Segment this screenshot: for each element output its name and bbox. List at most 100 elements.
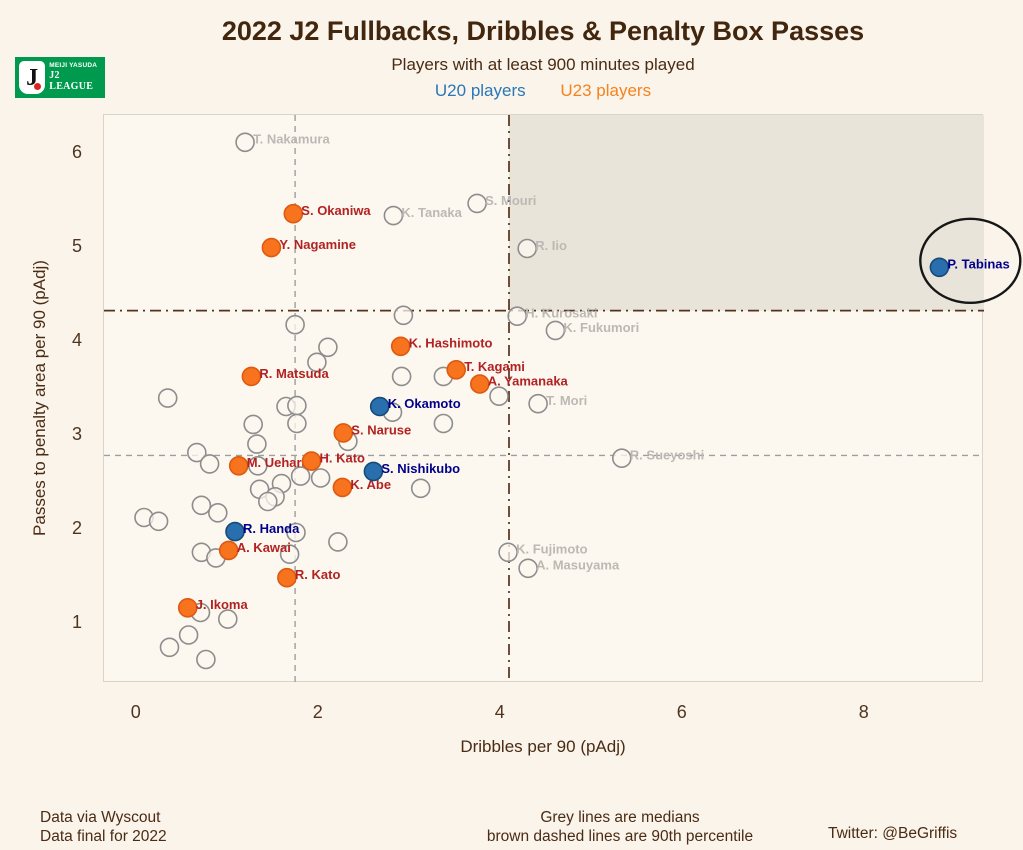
player-marker (196, 649, 216, 670)
legend-u23-players: U23 players (560, 81, 652, 100)
footer-source-line2: Data final for 2022 (40, 828, 167, 846)
player-marker (199, 454, 220, 474)
logo-line2: J2 LEAGUE (49, 69, 94, 93)
y-axis-title: Passes to penalty area per 90 (pAdj) (30, 260, 49, 536)
player-marker (611, 448, 632, 469)
player-label: R. Matsuda (259, 366, 329, 381)
player-marker (283, 203, 304, 224)
player-label: P. Tabinas (947, 257, 1009, 272)
footer-twitter: Twitter: @BeGriffis (828, 825, 958, 842)
player-marker (285, 314, 305, 335)
player-marker (390, 336, 411, 357)
player-label: M. Uehara (247, 455, 310, 470)
player-marker (469, 374, 490, 394)
x-axis-title: Dribbles per 90 (pAdj) (460, 737, 626, 756)
player-label: T. Mori (546, 393, 587, 408)
player-label: K. Fukumori (563, 320, 639, 335)
player-marker (328, 532, 348, 552)
player-marker (247, 434, 267, 454)
crest-red-dot-icon (34, 83, 42, 90)
player-label: S. Nishikubo (381, 461, 460, 476)
player-label: Y. Nagamine (279, 237, 356, 252)
y-tick-label: 5 (71, 235, 82, 256)
chart-title: 2022 J2 Fullbacks, Dribbles & Penalty Bo… (221, 16, 865, 46)
player-marker (148, 511, 169, 532)
footer-note-line2: brown dashed lines are 90th percentile (486, 828, 754, 846)
player-marker (318, 337, 338, 358)
player-marker (333, 423, 354, 443)
player-label: K. Abe (350, 477, 391, 492)
player-marker (433, 413, 454, 434)
logo-line1: MEIJI YASUDA (49, 62, 98, 70)
player-marker (467, 193, 487, 214)
player-label: T. Kagami (464, 359, 525, 374)
player-marker (228, 455, 249, 476)
logo-text: MEIJI YASUDA J2 LEAGUE (49, 62, 105, 92)
player-marker (332, 477, 353, 498)
y-tick-label: 1 (71, 611, 82, 632)
player-marker (208, 502, 228, 523)
player-label: R. Kato (295, 567, 341, 582)
legend-u20-players: U20 players (434, 81, 526, 100)
footer-source: Data via Wyscout Data final for 2022 (40, 808, 167, 847)
player-marker (277, 567, 297, 588)
player-marker (287, 395, 307, 416)
player-marker (528, 393, 548, 414)
highlight-circle-annotation (919, 217, 1022, 305)
player-marker (235, 132, 255, 153)
player-label: K. Tanaka (401, 205, 462, 220)
player-marker (363, 461, 384, 482)
player-marker (301, 451, 322, 471)
player-marker (177, 597, 198, 618)
player-marker (258, 491, 278, 512)
player-marker (393, 305, 414, 326)
player-marker (545, 320, 566, 341)
player-marker (261, 237, 282, 258)
y-tick-label: 3 (71, 423, 82, 444)
player-label: R. Iio (535, 238, 567, 253)
player-label: S. Okaniwa (301, 203, 371, 218)
player-label: A. Yamanaka (488, 373, 569, 388)
plot-svg: T. Nakamura K. Tanaka S. Mouri R. Iio H. Kur… (104, 115, 1022, 683)
player-marker (410, 478, 431, 499)
player-marker (191, 495, 212, 516)
player-marker (286, 522, 306, 543)
player-marker (187, 442, 207, 463)
player-label: R. Sueyoshi (630, 448, 704, 463)
plot-area: T. Nakamura K. Tanaka S. Mouri R. Iio H. Kur… (103, 114, 1022, 683)
player-marker (287, 413, 307, 434)
player-marker (218, 540, 239, 561)
player-marker (369, 396, 390, 417)
player-label: K. Okamoto (388, 396, 461, 411)
player-marker (489, 386, 509, 407)
j2-league-logo: J MEIJI YASUDA J2 LEAGUE (15, 57, 105, 98)
player-marker (383, 205, 404, 226)
player-marker (507, 306, 528, 326)
player-marker (446, 360, 467, 380)
player-label: H. Kurosaki (525, 306, 597, 321)
footer-legend-note: Grey lines are medians brown dashed line… (380, 808, 860, 847)
x-tick-label: 0 (130, 702, 141, 722)
player-label: K. Fujimoto (516, 542, 588, 557)
player-label: K. Hashimoto (409, 336, 493, 351)
player-label: R. Handa (243, 521, 300, 536)
player-label: S. Mouri (485, 193, 536, 208)
y-tick-label: 2 (71, 517, 82, 538)
footer-source-line1: Data via Wyscout (40, 809, 161, 826)
player-marker (178, 625, 199, 645)
x-tick-label: 4 (494, 702, 505, 722)
player-label: A. Kawai (237, 540, 291, 555)
x-tick-label: 2 (312, 702, 323, 722)
player-marker (391, 366, 412, 387)
footer-note-line1: Grey lines are medians (540, 809, 700, 826)
x-tick-label: 6 (676, 702, 687, 722)
player-marker (290, 466, 311, 486)
player-marker (157, 388, 178, 408)
player-marker (218, 609, 238, 629)
player-label: H. Kato (320, 451, 366, 466)
player-label: S. Naruse (351, 422, 411, 437)
player-marker (248, 455, 268, 476)
90th-percentile-region (509, 115, 984, 311)
player-marker (225, 521, 245, 542)
